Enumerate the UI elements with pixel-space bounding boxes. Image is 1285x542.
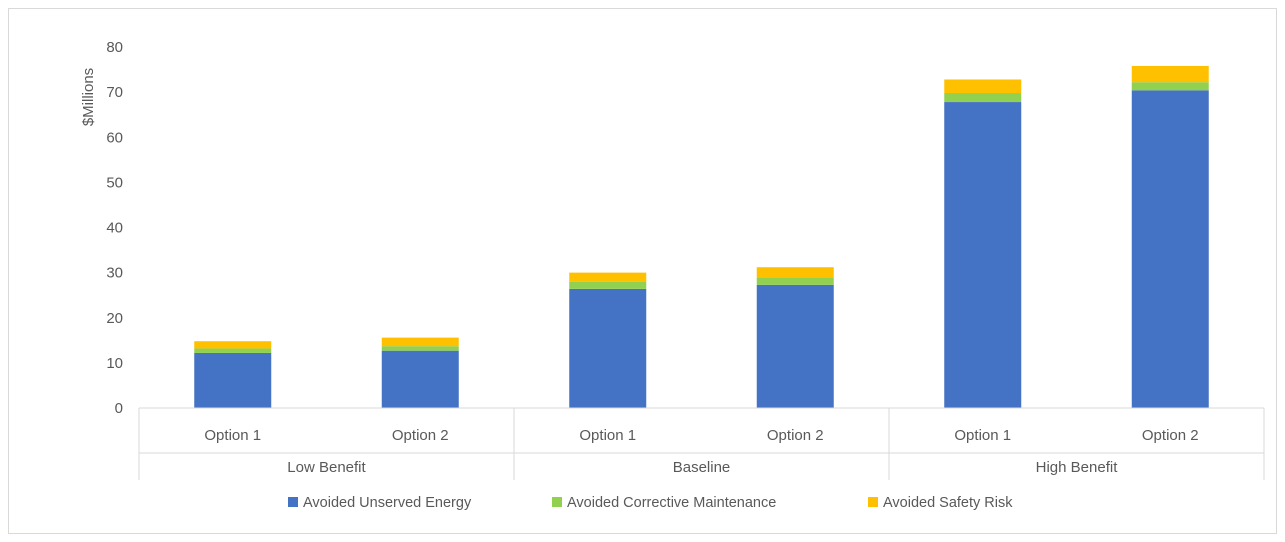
legend-label: Avoided Safety Risk — [883, 495, 1013, 511]
y-tick-label: 60 — [106, 129, 123, 146]
y-tick-label: 50 — [106, 174, 123, 191]
bar-segment-avoided-safety-risk — [381, 337, 459, 347]
x-tick-label: Option 1 — [204, 427, 261, 444]
bar-segment-avoided-unserved-energy — [944, 102, 1022, 409]
x-tick-label: Option 1 — [579, 427, 636, 444]
bar-segment-avoided-corrective-maintenance — [756, 277, 834, 285]
y-tick-label: 0 — [115, 400, 123, 417]
y-tick-label: 40 — [106, 220, 123, 237]
y-tick-label: 30 — [106, 265, 123, 282]
legend-swatch — [552, 497, 562, 507]
y-tick-label: 70 — [106, 84, 123, 101]
legend-swatch — [868, 497, 878, 507]
y-tick-label: 10 — [106, 355, 123, 372]
bar-segment-avoided-unserved-energy — [1131, 90, 1209, 408]
bar-segment-avoided-corrective-maintenance — [194, 348, 272, 353]
x-tick-label: Option 1 — [954, 427, 1011, 444]
bar-segment-avoided-unserved-energy — [381, 350, 459, 408]
bar-segment-avoided-unserved-energy — [569, 288, 647, 408]
legend-swatch — [288, 497, 298, 507]
bar-segment-avoided-safety-risk — [944, 79, 1022, 94]
bar-segment-avoided-unserved-energy — [194, 352, 272, 408]
x-group-label: Baseline — [673, 459, 731, 476]
legend-label: Avoided Corrective Maintenance — [567, 495, 776, 511]
y-tick-label: 80 — [106, 39, 123, 56]
bar-segment-avoided-safety-risk — [194, 341, 272, 349]
bar-segment-avoided-corrective-maintenance — [381, 346, 459, 351]
x-tick-label: Option 2 — [1142, 427, 1199, 444]
bar-segment-avoided-safety-risk — [569, 272, 647, 282]
x-tick-label: Option 2 — [767, 427, 824, 444]
bar-segment-avoided-corrective-maintenance — [1131, 82, 1209, 91]
x-group-label: High Benefit — [1036, 459, 1119, 476]
bar-segment-avoided-corrective-maintenance — [569, 281, 647, 289]
y-tick-label: 20 — [106, 310, 123, 327]
x-group-label: Low Benefit — [287, 459, 366, 476]
y-axis-title: $Millions — [80, 68, 97, 126]
x-tick-label: Option 2 — [392, 427, 449, 444]
bar-segment-avoided-corrective-maintenance — [944, 93, 1022, 103]
bar-segment-avoided-unserved-energy — [756, 284, 834, 408]
legend-label: Avoided Unserved Energy — [303, 495, 472, 511]
bar-segment-avoided-safety-risk — [756, 267, 834, 278]
chart-area — [8, 8, 1277, 534]
bar-segment-avoided-safety-risk — [1131, 65, 1209, 83]
